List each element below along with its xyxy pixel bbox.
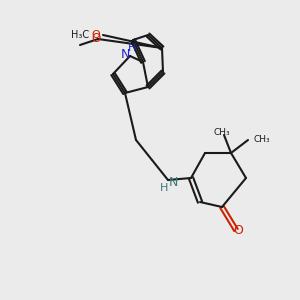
Text: O: O [233,224,243,236]
Text: N: N [168,176,178,190]
Text: H: H [128,43,136,53]
Text: N: N [120,47,130,61]
Text: H: H [160,183,168,193]
Text: H₃C: H₃C [71,30,89,40]
Text: O: O [92,32,100,44]
Text: O: O [91,30,100,40]
Text: CH₃: CH₃ [214,128,230,137]
Text: CH₃: CH₃ [254,136,271,145]
